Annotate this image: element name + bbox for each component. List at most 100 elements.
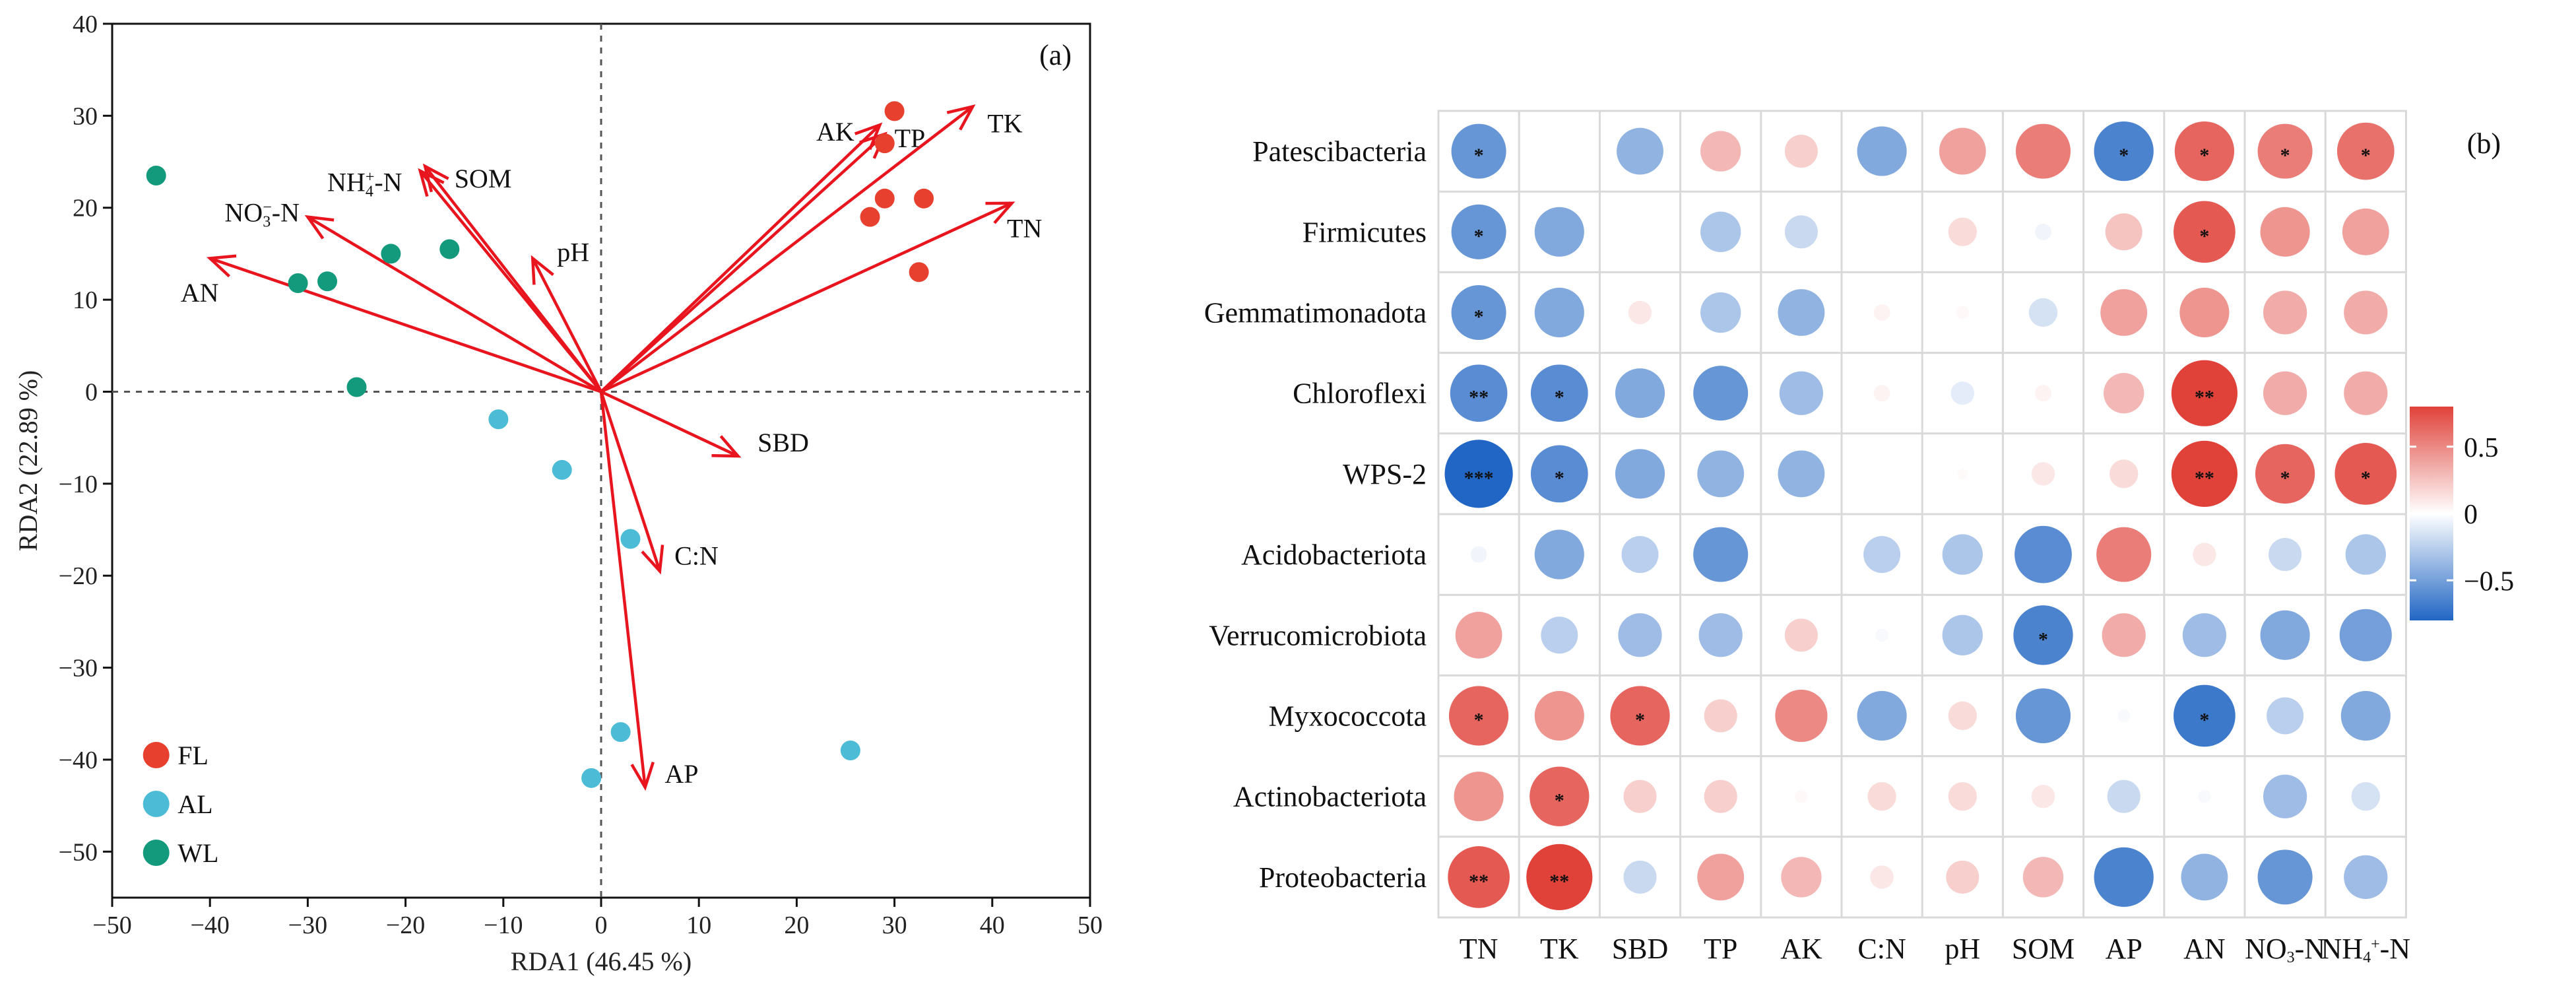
arrow-label-cn: C:N: [674, 541, 719, 570]
heatmap-circle: [1873, 385, 1890, 402]
heatmap-circle: [1784, 215, 1818, 249]
arrow-head: [630, 761, 655, 791]
heatmap-circle: [1779, 371, 1824, 415]
heatmap-circle: [1778, 450, 1825, 498]
significance-mark: *: [1555, 467, 1564, 489]
heatmap-circle: [2339, 609, 2392, 661]
arrow-head: [418, 168, 445, 197]
heatmap-circle: [1621, 536, 1659, 574]
panel-b-correlation-heatmap: * * * * ** **** * ***** * ** * *** * **** **Patescibac…: [1204, 110, 2514, 966]
point-fl: [860, 207, 880, 227]
arrow-head: [304, 215, 335, 240]
row-label: Patescibacteria: [1252, 135, 1427, 168]
heatmap-circle: [1693, 527, 1749, 582]
y-tick-label: 20: [73, 195, 98, 222]
heatmap-circle: [1448, 846, 1510, 908]
significance-mark: *: [2361, 467, 2371, 489]
heatmap-circle: [1697, 853, 1745, 901]
legend-label-wl: WL: [177, 838, 218, 868]
heatmap-circle: [2013, 605, 2073, 665]
significance-mark: *: [2038, 628, 2048, 650]
heatmap-circle: [2340, 690, 2391, 741]
significance-mark: ***: [1464, 467, 1494, 489]
heatmap-circle: [1939, 127, 1986, 175]
heatmap-circle: [1873, 304, 1890, 321]
heatmap-circle: [1618, 613, 1662, 657]
significance-mark: **: [1469, 387, 1489, 409]
heatmap-circle: [2015, 688, 2071, 744]
point-al: [840, 741, 860, 761]
significance-mark: *: [2119, 145, 2129, 166]
heatmap-circle: [2094, 121, 2154, 182]
arrow-line: [531, 257, 603, 393]
heatmap-circle: [2104, 373, 2144, 414]
arrow-label-nh4-part: +: [366, 169, 375, 186]
heatmap-circle: [1870, 865, 1894, 889]
y-tick-label: −20: [59, 562, 98, 590]
heatmap-circle: [2344, 855, 2388, 900]
heatmap-circle: [1700, 211, 1741, 252]
heatmap-circle: [1530, 766, 1590, 826]
heatmap-circle: [1863, 536, 1901, 574]
heatmap-circle: [2344, 290, 2388, 335]
point-al: [488, 409, 509, 430]
heatmap-circle: [1451, 204, 1506, 259]
significance-mark: *: [2280, 145, 2290, 166]
x-tick-label: −30: [288, 911, 327, 939]
panel-a-rda-plot: −50 −40 −30 −20 −10 0 10 20 30 40 50−50−40−30−20−1…: [13, 11, 1103, 976]
point-fl: [874, 133, 895, 154]
heatmap-circle: [2171, 360, 2238, 426]
heatmap-circle: [1942, 614, 1983, 655]
y-tick-label: 10: [73, 286, 98, 314]
heatmap-circle: [1615, 368, 1665, 418]
column-label: AK: [1780, 933, 1822, 965]
arrow-label-ap: AP: [664, 759, 698, 789]
arrow-line: [419, 170, 602, 393]
colorbar: [2410, 407, 2453, 620]
heatmap-circle: [1444, 440, 1513, 508]
arrow-label-ak: AK: [816, 117, 854, 147]
heatmap-circle: [2031, 784, 2055, 809]
heatmap-circle: [1455, 611, 1502, 659]
heatmap-circle: [2174, 684, 2236, 747]
heatmap-circle: [2260, 207, 2310, 257]
heatmap-circle: [1470, 546, 1487, 563]
significance-mark: **: [2195, 387, 2214, 409]
colorbar-tick-label: 0: [2464, 500, 2478, 530]
point-wl: [288, 273, 308, 294]
heatmap-circle: [1698, 613, 1743, 657]
y-tick-label: −40: [59, 746, 98, 774]
heatmap-circle: [1867, 782, 1896, 811]
arrow-label-nh4-part: NH: [327, 168, 366, 197]
heatmap-circle: [2031, 462, 2055, 486]
row-label: Myxococcota: [1269, 700, 1427, 733]
heatmap-circle: [2193, 543, 2216, 566]
heatmap-circle: [2181, 853, 2228, 901]
heatmap-circle: [1942, 534, 1983, 575]
heatmap-circle: [1530, 445, 1588, 503]
row-label: Acidobacteriota: [1241, 539, 1427, 571]
heatmap-circle: [2255, 444, 2315, 504]
x-tick-label: −10: [484, 911, 523, 939]
heatmap-circle: [2096, 527, 2152, 582]
heatmap-circle: [1795, 790, 1808, 803]
heatmap-circle: [1610, 686, 1670, 746]
y-tick-label: −10: [59, 471, 98, 498]
heatmap-circle: [1948, 701, 1977, 731]
heatmap-circle: [2351, 782, 2380, 811]
heatmap-circle: [1541, 616, 1578, 654]
arrow-label-no3-part: 3: [263, 214, 271, 231]
column-label-part: NO: [2245, 933, 2287, 965]
heatmap-circle: [2345, 534, 2386, 575]
arrow-label-sbd: SBD: [757, 428, 809, 457]
column-label-part: NH: [2321, 933, 2364, 965]
heatmap-circle: [2105, 213, 2142, 251]
x-axis-label: RDA1 (46.45 %): [511, 946, 692, 976]
heatmap-circle: [1857, 690, 1907, 741]
column-label: pH: [1945, 933, 1980, 965]
x-tick-label: −50: [92, 911, 131, 939]
heatmap-circle: [2263, 371, 2307, 415]
heatmap-circle: [1697, 450, 1745, 498]
heatmap-circle: [1784, 618, 1818, 652]
legend-swatch-wl: [143, 839, 170, 866]
